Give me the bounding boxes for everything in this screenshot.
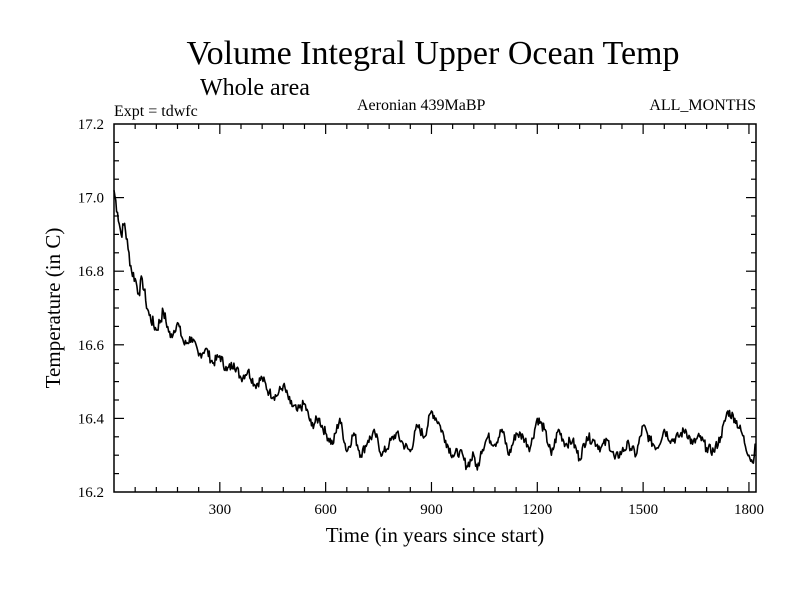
y-tick-label: 17.2: [78, 117, 104, 133]
y-tick-label: 16.2: [78, 485, 104, 501]
x-tick-label: 1800: [734, 502, 764, 518]
chart-subtitle: Whole area: [200, 75, 310, 101]
y-tick-label: 17.0: [78, 191, 104, 207]
x-tick-label: 600: [314, 502, 337, 518]
experiment-label: Expt = tdwfc: [114, 103, 198, 120]
x-axis-label: Time (in years since start): [326, 523, 545, 547]
y-tick-labels: 16.2 16.4 16.6 16.8 17.0 17.2: [78, 117, 105, 501]
y-tick-label: 16.6: [78, 338, 105, 354]
x-tick-label: 1200: [522, 502, 552, 518]
x-tick-label: 900: [420, 502, 443, 518]
plot-frame: [113, 123, 757, 493]
y-tick-label: 16.8: [78, 264, 104, 280]
chart-title: Volume Integral Upper Ocean Temp: [187, 35, 680, 72]
series-line: [113, 190, 756, 471]
months-label: ALL_MONTHS: [649, 97, 756, 114]
axis-ticks: [114, 124, 756, 492]
y-axis-label: Temperature (in C): [41, 228, 65, 389]
period-label: Aeronian 439MaBP: [357, 97, 486, 114]
y-tick-label: 16.4: [78, 411, 105, 427]
x-tick-label: 300: [209, 502, 232, 518]
x-tick-labels: 300 600 900 1200 1500 1800: [209, 502, 764, 518]
x-tick-label: 1500: [628, 502, 658, 518]
